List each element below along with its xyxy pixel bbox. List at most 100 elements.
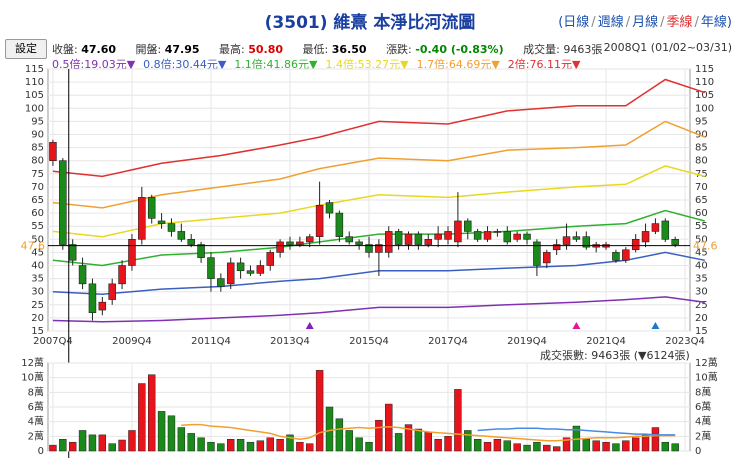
candle-body: [246, 270, 255, 274]
candle-body: [217, 278, 225, 287]
close-label: 收盤:: [52, 43, 78, 56]
y-tick-right: 35: [695, 274, 708, 285]
y-tick-right: 60: [695, 208, 708, 219]
volume-bar: [177, 427, 186, 452]
candle-body: [355, 241, 363, 245]
x-tick-label: 2007Q4: [33, 336, 73, 347]
y-tick-left: 15: [31, 326, 44, 337]
volume-bar: [592, 440, 600, 452]
change-value: -0.40 (-0.83%): [415, 43, 504, 56]
volume-bar: [187, 433, 195, 452]
volume-bar: [394, 433, 403, 452]
volume-summary: 成交張數: 9463張 (▼6124張): [540, 349, 690, 362]
x-tick-label: 2011Q4: [191, 336, 231, 347]
candle-body: [138, 197, 146, 240]
volume-value: 9463張: [563, 43, 603, 56]
event-marker-0: [305, 322, 314, 329]
volume-bar: [98, 434, 107, 452]
candle-body: [552, 244, 561, 251]
volume-bar: [59, 439, 67, 452]
volume-bar: [227, 439, 235, 452]
candle-body: [98, 301, 107, 311]
period-1[interactable]: 週線: [597, 15, 624, 30]
volume-bar: [355, 437, 363, 452]
candle-body: [384, 231, 393, 253]
y-tick-right: 95: [695, 116, 708, 127]
legend-item-0: 0.5倍:19.03元▼: [52, 58, 136, 71]
volume-bar: [345, 430, 353, 452]
vol-y-tick-right: 2萬: [695, 429, 711, 442]
page-title: (3501) 維熹 本淨比河流圖: [264, 13, 476, 33]
y-tick-left: 70: [31, 182, 44, 193]
candle-body: [325, 202, 334, 214]
x-tick-label: 2009Q4: [112, 336, 152, 347]
y-tick-right: 50: [695, 234, 708, 245]
vol-y-tick-right: 12萬: [695, 356, 718, 369]
vol-y-tick-left: 8萬: [28, 385, 44, 398]
y-tick-right: 100: [695, 103, 714, 114]
volume-bar: [612, 443, 620, 452]
period-2[interactable]: 月線: [632, 15, 659, 30]
candle-body: [305, 236, 314, 243]
river-legend: 0.5倍:19.03元▼ 0.8倍:30.44元▼ 1.1倍:41.86元▼ 1.4倍…: [52, 56, 588, 72]
candle-body: [503, 231, 512, 243]
candle-body: [88, 283, 97, 313]
volume-bar: [661, 441, 670, 452]
period-range: 2008Q1 (01/02~03/31): [603, 41, 732, 54]
volume-bar: [651, 427, 660, 452]
y-tick-left: 115: [25, 64, 44, 75]
volume-bar: [533, 441, 541, 452]
volume-bar: [454, 389, 462, 452]
candle-body: [296, 241, 304, 245]
volume-bar: [217, 443, 225, 452]
river-line-0: [52, 296, 705, 323]
vol-y-tick-right: 8萬: [695, 385, 711, 398]
settings-button[interactable]: 設定: [5, 39, 47, 59]
volume-bar: [128, 430, 136, 452]
volume-bar: [138, 383, 146, 452]
candle-body: [562, 236, 571, 245]
volume-bar: [434, 439, 442, 452]
candle-body: [444, 231, 452, 240]
candle-body: [177, 231, 186, 240]
volume-bar: [108, 443, 116, 452]
period-4[interactable]: 年線: [700, 15, 727, 30]
y-tick-right: 80: [695, 156, 708, 167]
close-value: 47.60: [81, 43, 117, 56]
candle-body: [454, 220, 462, 243]
volume-bar: [276, 439, 284, 452]
candle-body: [59, 160, 67, 245]
legend-item-3: 1.4倍:53.27元▼: [325, 58, 409, 71]
volume-bar: [523, 444, 531, 452]
x-tick-label: 2021Q4: [586, 336, 626, 347]
volume-bar: [473, 439, 482, 452]
low-value: 36.50: [331, 43, 367, 56]
y-tick-left: 25: [31, 300, 44, 311]
period-0[interactable]: 日線: [563, 15, 590, 30]
y-tick-right: 30: [695, 287, 708, 298]
y-tick-right: 105: [695, 90, 714, 101]
y-tick-left: 75: [31, 169, 44, 180]
period-3[interactable]: 季線: [666, 15, 693, 30]
crosshair-value-right: 47.6: [693, 240, 718, 253]
candle-body: [394, 231, 403, 245]
candle-body: [266, 252, 274, 266]
y-tick-left: 95: [31, 116, 44, 127]
candle-body: [147, 197, 156, 219]
candle-body: [671, 239, 679, 245]
crosshair-value-left: 47.6: [21, 240, 46, 253]
vol-y-tick-right: 10萬: [695, 371, 718, 384]
open-label: 開盤:: [135, 43, 162, 56]
vol-y-tick-left: 2萬: [28, 429, 44, 442]
x-tick-label: 2017Q4: [428, 336, 468, 347]
candle-body: [493, 231, 502, 233]
volume-bar: [167, 415, 176, 452]
vol-y-tick-left: 12萬: [21, 356, 44, 369]
volume-bar: [335, 418, 344, 452]
volume-bar: [148, 374, 156, 452]
y-tick-left: 20: [31, 313, 44, 324]
y-tick-left: 50: [31, 234, 44, 245]
vol-y-tick-left: 4萬: [28, 415, 44, 428]
x-tick-label: 2019Q4: [507, 336, 547, 347]
